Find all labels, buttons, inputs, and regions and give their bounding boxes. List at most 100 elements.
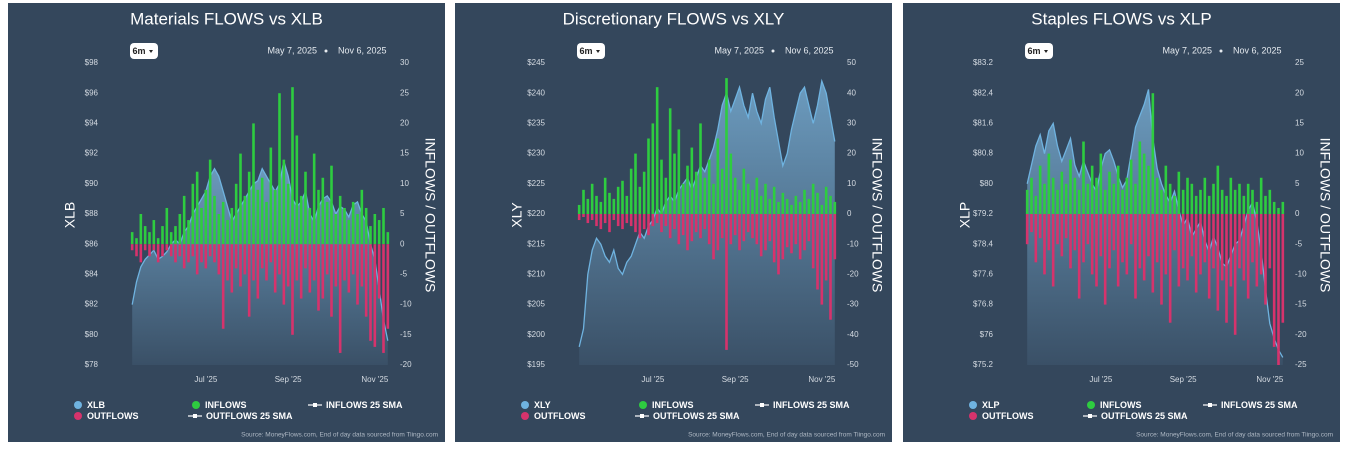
range-button[interactable] xyxy=(577,43,605,59)
legend-label[interactable]: OUTFLOWS xyxy=(982,411,1034,421)
flow-bar xyxy=(343,207,346,245)
flow-bar xyxy=(1199,214,1202,275)
legend-label[interactable]: XLY xyxy=(534,400,551,410)
flow-bar xyxy=(135,238,138,245)
flow-bar xyxy=(1242,195,1246,214)
y-axis-label: XLY xyxy=(509,202,525,228)
y2-tick-label: 0 xyxy=(400,239,405,248)
flow-bar xyxy=(1181,189,1185,214)
flow-bar xyxy=(638,214,642,239)
range-button[interactable] xyxy=(1025,43,1053,59)
flow-bar xyxy=(694,171,698,214)
flow-bar xyxy=(256,244,260,299)
flow-bar xyxy=(1099,153,1103,214)
flow-bar xyxy=(1255,201,1259,214)
flow-bar xyxy=(343,244,346,281)
y-tick-label: $90 xyxy=(85,179,99,188)
flow-bar xyxy=(1125,177,1129,214)
flow-bar xyxy=(751,214,754,239)
legend-line-marker xyxy=(1208,403,1212,407)
y-tick-label: $76.8 xyxy=(973,300,994,309)
flow-bar xyxy=(655,87,659,214)
range-button[interactable] xyxy=(130,43,158,59)
flow-bar xyxy=(590,214,594,221)
flow-bar xyxy=(785,214,789,248)
flow-bar xyxy=(321,177,325,245)
flow-bar xyxy=(260,177,264,245)
flow-bar xyxy=(351,244,355,275)
y2-tick-label: 25 xyxy=(1295,58,1304,67)
flow-bar xyxy=(221,201,225,245)
legend-label[interactable]: OUTFLOWS xyxy=(87,411,139,421)
flow-bar xyxy=(265,244,268,281)
legend-marker xyxy=(192,401,200,409)
flow-bar xyxy=(590,183,594,214)
flow-bar xyxy=(1121,214,1124,263)
range-button-label[interactable]: 6m xyxy=(132,46,145,56)
legend-label[interactable]: OUTFLOWS 25 SMA xyxy=(653,411,740,421)
flow-bar xyxy=(373,214,377,245)
flow-bar xyxy=(1060,171,1064,214)
flow-bar xyxy=(286,244,290,287)
legend-label[interactable]: INFLOWS xyxy=(205,400,247,410)
legend-label[interactable]: XLB xyxy=(87,400,106,410)
flow-bar xyxy=(820,204,824,214)
flow-bar xyxy=(642,214,646,230)
flow-bar xyxy=(1051,214,1055,287)
y2-tick-label: 0 xyxy=(1295,209,1300,218)
flow-bar xyxy=(742,214,746,242)
legend-label[interactable]: INFLOWS 25 SMA xyxy=(773,400,850,410)
flow-bar xyxy=(278,93,281,245)
flow-bar xyxy=(664,214,668,227)
range-button-label[interactable]: 6m xyxy=(579,46,592,56)
flow-bar xyxy=(1225,214,1228,323)
flow-bar xyxy=(369,244,372,341)
legend-label[interactable]: INFLOWS xyxy=(1100,400,1142,410)
flow-bar xyxy=(586,214,590,224)
flow-bar xyxy=(794,214,798,245)
legend-label[interactable]: XLP xyxy=(982,400,1000,410)
y2-tick-label: 50 xyxy=(847,58,856,67)
flow-bar xyxy=(660,214,663,233)
legend-label[interactable]: OUTFLOWS 25 SMA xyxy=(206,411,293,421)
flow-bar xyxy=(373,244,377,347)
flow-bar xyxy=(299,244,303,299)
flow-bar xyxy=(191,183,195,245)
date-separator xyxy=(1219,49,1223,53)
flow-bar xyxy=(382,244,385,353)
flow-bar xyxy=(234,183,238,245)
flow-bar xyxy=(1212,183,1215,214)
flow-bar xyxy=(204,244,208,269)
flow-bar xyxy=(1103,189,1107,214)
flow-bar xyxy=(785,198,789,214)
flow-bar xyxy=(330,165,333,245)
flow-bar xyxy=(1142,214,1146,281)
legend-label[interactable]: INFLOWS 25 SMA xyxy=(1221,400,1298,410)
legend-label[interactable]: INFLOWS 25 SMA xyxy=(326,400,403,410)
flow-bar xyxy=(156,244,160,263)
flow-bar xyxy=(699,123,702,214)
legend-label[interactable]: OUTFLOWS 25 SMA xyxy=(1101,411,1188,421)
flow-bar xyxy=(1034,214,1038,263)
flow-bar xyxy=(1116,165,1120,214)
flow-bar xyxy=(226,220,229,245)
flow-bar xyxy=(811,214,815,269)
flow-bar xyxy=(1034,195,1038,214)
y-tick-label: $94 xyxy=(85,119,99,128)
flow-bar xyxy=(1095,214,1098,287)
flow-bar xyxy=(738,214,741,251)
flow-bar xyxy=(148,244,151,257)
flow-bar xyxy=(195,171,199,245)
flow-bar xyxy=(213,195,216,245)
y-tick-label: $240 xyxy=(527,88,545,97)
legend-label[interactable]: INFLOWS xyxy=(652,400,694,410)
y2-tick-label: 30 xyxy=(400,58,409,67)
legend-label[interactable]: OUTFLOWS xyxy=(534,411,586,421)
flow-bar xyxy=(1082,214,1085,263)
flow-bar xyxy=(386,244,390,329)
flow-bar xyxy=(729,153,733,214)
legend-marker xyxy=(639,401,647,409)
chart-panel: Staples FLOWS vs XLP 6m May 7, 2025 Nov 6, … xyxy=(903,3,1340,442)
y-axis-label: XLP xyxy=(957,202,973,228)
range-button-label[interactable]: 6m xyxy=(1027,46,1040,56)
